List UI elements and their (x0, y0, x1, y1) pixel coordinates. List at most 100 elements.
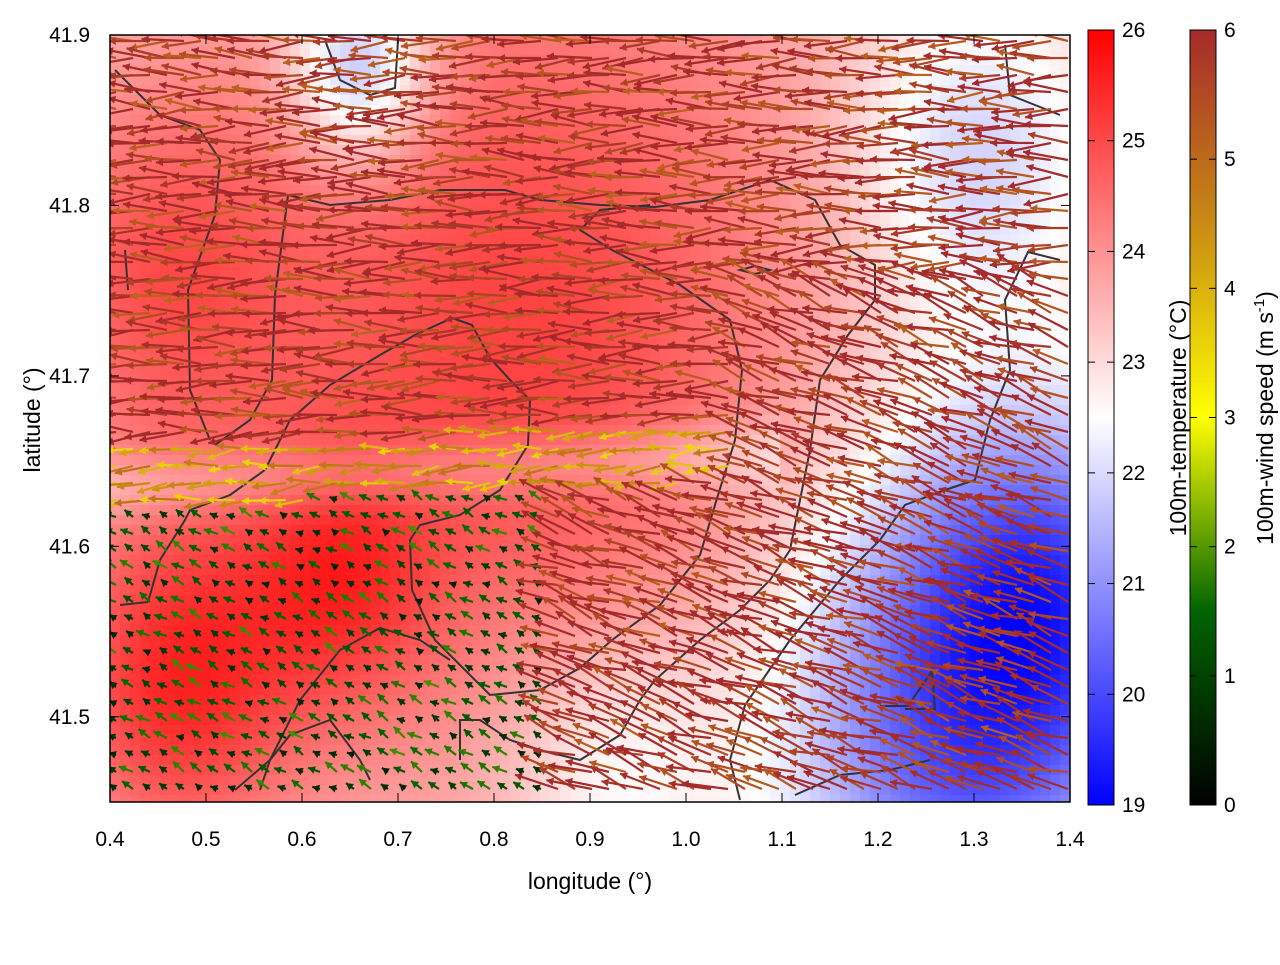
heatmap-cell (120, 415, 131, 426)
heatmap-cell (310, 775, 321, 786)
heatmap-cell (120, 215, 131, 226)
heatmap-cell (480, 535, 491, 546)
heatmap-cell (300, 615, 311, 626)
heatmap-cell (350, 675, 361, 686)
heatmap-cell (390, 735, 401, 746)
heatmap-cell (260, 635, 271, 646)
heatmap-cell (120, 455, 131, 466)
heatmap-cell (110, 775, 121, 786)
heatmap-cell (220, 75, 231, 86)
heatmap-cell (300, 315, 311, 326)
heatmap-cell (470, 65, 481, 76)
heatmap-cell (400, 145, 411, 156)
heatmap-cell (610, 115, 621, 126)
heatmap-cell (290, 755, 301, 766)
heatmap-cell (260, 705, 271, 716)
heatmap-cell (730, 245, 741, 256)
heatmap-cell (390, 775, 401, 786)
heatmap-cell (700, 75, 711, 86)
heatmap-cell (390, 295, 401, 306)
heatmap-cell (430, 385, 441, 396)
heatmap-cell (460, 705, 471, 716)
heatmap-cell (150, 505, 161, 516)
heatmap-cell (420, 775, 431, 786)
heatmap-cell (610, 265, 621, 276)
heatmap-cell (290, 555, 301, 566)
heatmap-cell (170, 145, 181, 156)
heatmap-cell (160, 265, 171, 276)
heatmap-cell (110, 385, 121, 396)
heatmap-cell (200, 565, 211, 576)
heatmap-cell (350, 705, 361, 716)
heatmap-cell (490, 85, 501, 96)
heatmap-cell (340, 215, 351, 226)
heatmap-cell (130, 165, 141, 176)
heatmap-cell (180, 535, 191, 546)
heatmap-cell (460, 65, 471, 76)
heatmap-cell (530, 265, 541, 276)
heatmap-cell (200, 685, 211, 696)
heatmap-cell (370, 435, 381, 446)
heatmap-cell (520, 485, 531, 496)
heatmap-cell (120, 515, 131, 526)
heatmap-cell (240, 705, 251, 716)
heatmap-cell (590, 535, 601, 546)
heatmap-cell (190, 165, 201, 176)
heatmap-cell (390, 785, 401, 796)
heatmap-cell (130, 485, 141, 496)
heatmap-cell (750, 45, 761, 56)
heatmap-cell (420, 145, 431, 156)
heatmap-cell (530, 795, 541, 806)
heatmap-cell (230, 265, 241, 276)
heatmap-cell (720, 795, 731, 806)
heatmap-cell (500, 655, 511, 666)
heatmap-cell (290, 335, 301, 346)
heatmap-cell (650, 65, 661, 76)
heatmap-cell (170, 795, 181, 806)
heatmap-cell (330, 45, 341, 56)
heatmap-cell (140, 705, 151, 716)
heatmap-cell (710, 775, 721, 786)
heatmap-cell (450, 555, 461, 566)
heatmap-cell (690, 455, 701, 466)
heatmap-cell (160, 335, 171, 346)
heatmap-cell (310, 365, 321, 376)
heatmap-cell (490, 635, 501, 646)
heatmap-cell (370, 125, 381, 136)
heatmap-cell (320, 435, 331, 446)
heatmap-cell (230, 635, 241, 646)
heatmap-cell (640, 455, 651, 466)
heatmap-cell (700, 775, 711, 786)
heatmap-cell (370, 735, 381, 746)
heatmap-cell (570, 535, 581, 546)
heatmap-cell (510, 235, 521, 246)
heatmap-cell (230, 315, 241, 326)
heatmap-cell (110, 265, 121, 276)
heatmap-cell (370, 295, 381, 306)
heatmap-cell (560, 265, 571, 276)
heatmap-cell (200, 625, 211, 636)
heatmap-cell (200, 675, 211, 686)
heatmap-cell (510, 265, 521, 276)
heatmap-cell (200, 735, 211, 746)
heatmap-cell (200, 775, 211, 786)
heatmap-cell (430, 285, 441, 296)
heatmap-cell (460, 455, 471, 466)
heatmap-cell (420, 795, 431, 806)
heatmap-cell (350, 95, 361, 106)
heatmap-cell (170, 75, 181, 86)
heatmap-cell (550, 455, 561, 466)
heatmap-cell (310, 255, 321, 266)
heatmap-cell (700, 445, 711, 456)
heatmap-cell (380, 715, 391, 726)
heatmap-cell (120, 285, 131, 296)
heatmap-cell (400, 675, 411, 686)
heatmap-cell (110, 215, 121, 226)
heatmap-cell (150, 475, 161, 486)
heatmap-cell (380, 315, 391, 326)
heatmap-cell (140, 75, 151, 86)
heatmap-cell (440, 755, 451, 766)
heatmap-cell (220, 565, 231, 576)
heatmap-cell (460, 475, 471, 486)
